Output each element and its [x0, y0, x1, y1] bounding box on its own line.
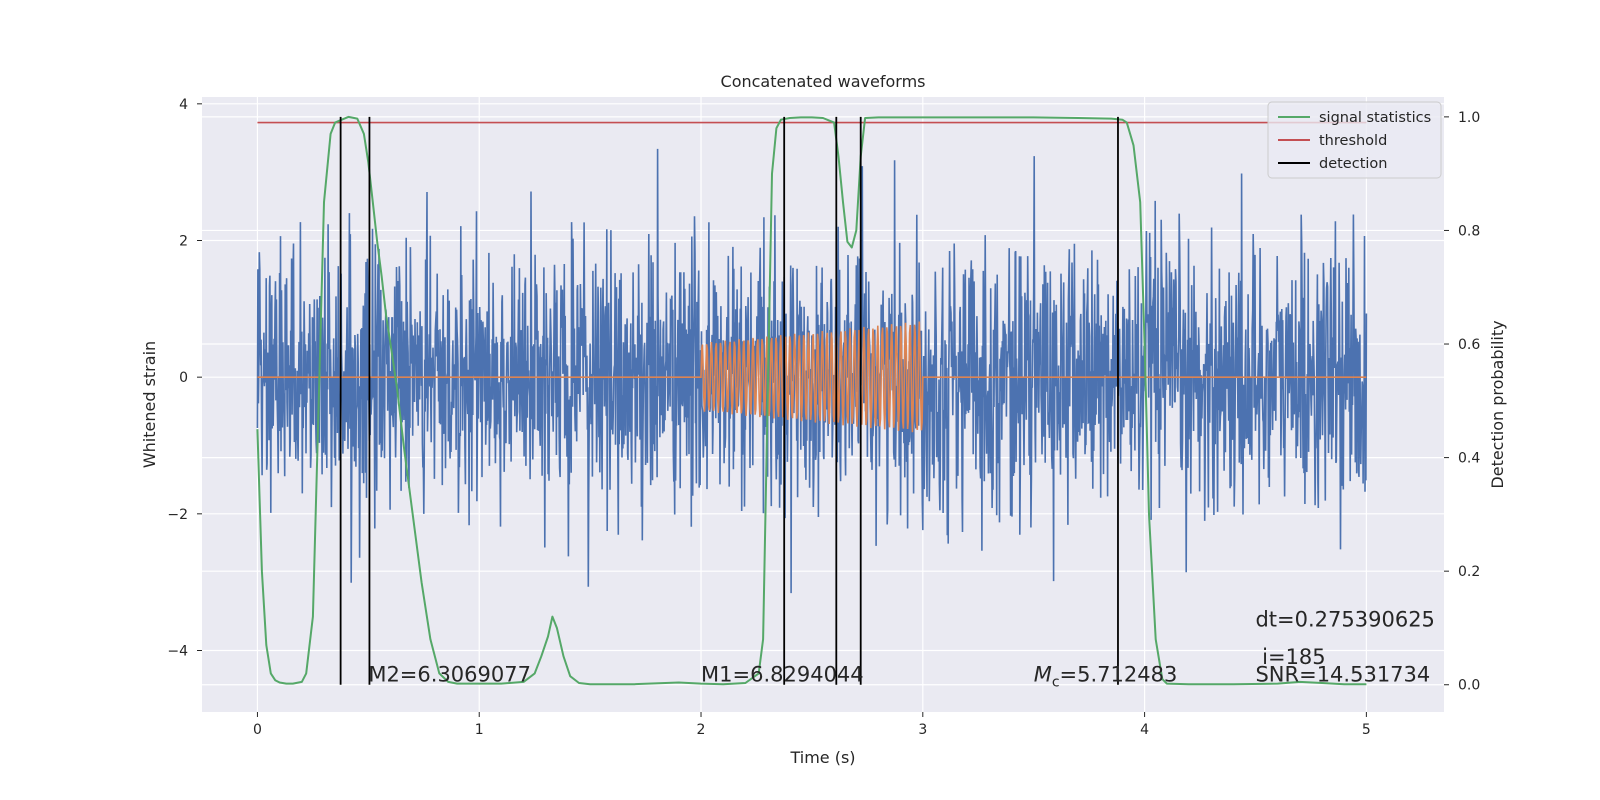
y2-tick-label: 0.6: [1458, 337, 1480, 353]
y2-tick-label: 0.8: [1458, 223, 1480, 239]
annotations: M2=6.3069077 M1=6.8294044 Mc=5.712483 dt=0.…: [368, 608, 1435, 691]
y2-axis-label: Detection probability: [1488, 320, 1507, 488]
x-tick-label: 3: [918, 722, 927, 738]
x-tick-label: 2: [697, 722, 706, 738]
y2-tick-label: 0.0: [1458, 678, 1480, 694]
y-tick-label: −2: [167, 507, 188, 523]
annotation-italic: M: [1034, 662, 1052, 686]
annotation-text: dt=0.275390625: [1255, 608, 1434, 632]
y-tick-label: 2: [179, 234, 188, 250]
x-tick-label: 0: [253, 722, 262, 738]
y2-tick-label: 0.2: [1458, 564, 1480, 580]
annotation-subscript: c: [1052, 674, 1060, 690]
x-axis-label: Time (s): [789, 748, 855, 767]
annotation-text: Mc=5.712483: [1034, 662, 1178, 690]
series-line-template: [257, 321, 1367, 433]
annotation-text: i=185: [1255, 645, 1325, 669]
ticks: 0 1 2 3 4 5 −4 −2 0 2 4 0.0 0.2 0.4 0.6 0.8 1.0: [167, 97, 1480, 738]
annotation-text: M2=6.3069077: [368, 662, 531, 686]
y-tick-label: −4: [167, 644, 188, 660]
y2-tick-label: 0.4: [1458, 451, 1480, 467]
legend-label-signal-statistics: signal statistics: [1319, 110, 1431, 126]
chart-title: Concatenated waveforms: [721, 72, 926, 91]
y-tick-label: 0: [179, 370, 188, 386]
x-tick-label: 1: [475, 722, 484, 738]
annotation-text: M1=6.8294044: [701, 662, 864, 686]
legend-label-threshold: threshold: [1319, 133, 1387, 149]
annotation-text: SNR=14.531734: [1255, 662, 1430, 686]
y2-tick-label: 1.0: [1458, 110, 1480, 126]
plot-area: [256, 115, 1368, 686]
y-tick-label: 4: [179, 97, 188, 113]
annotation-rest: =5.712483: [1060, 662, 1178, 686]
legend: signal statistics threshold detection: [1267, 101, 1442, 179]
y-axis-label: Whitened strain: [140, 341, 159, 468]
x-tick-label: 4: [1140, 722, 1149, 738]
x-tick-label: 5: [1362, 722, 1371, 738]
legend-box: [1267, 101, 1442, 179]
legend-label-detection: detection: [1319, 156, 1387, 172]
series-line-strain: [256, 148, 1368, 594]
